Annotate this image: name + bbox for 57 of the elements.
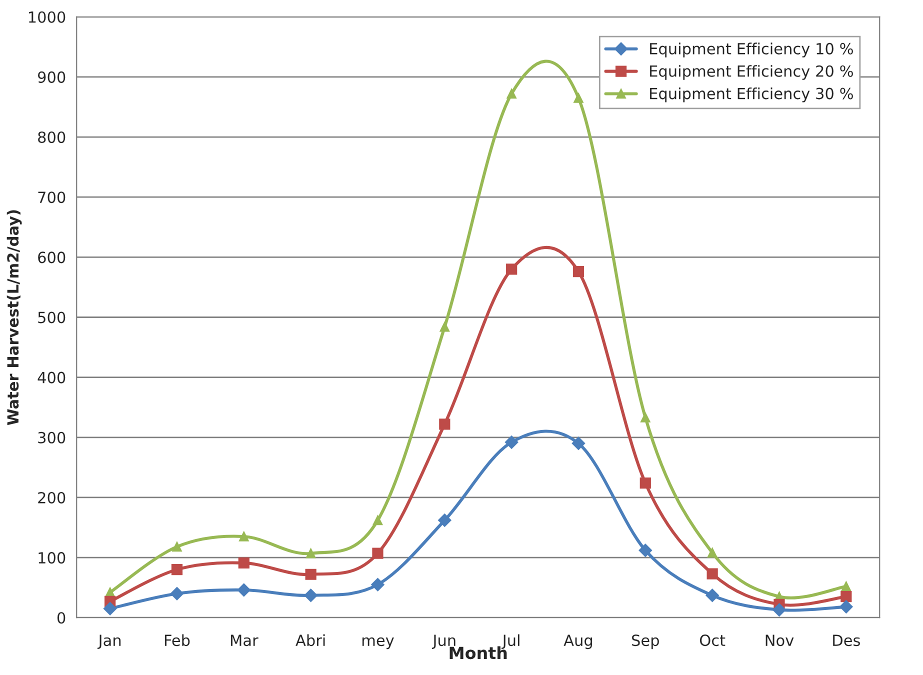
point [237,583,250,597]
y-tick-label: 500 [38,312,66,324]
point [506,88,516,99]
point [638,544,652,557]
point [372,515,383,526]
point [438,514,452,527]
point [103,602,117,616]
point [574,93,584,103]
point [506,264,518,275]
x-tick-label: mey [362,637,394,650]
y-tick-label: 700 [38,192,66,204]
y-tick-label: 100 [38,552,66,564]
y-tick-label: 200 [38,492,66,504]
point [371,578,384,592]
point [572,266,584,278]
point [707,548,718,558]
y-axis-title: Water Harvest(L/m2/day) [6,210,22,426]
y-tick-label: 1000 [28,11,66,23]
point [171,564,183,576]
x-tick-label: Jan [98,634,121,649]
y-tick-label: 600 [38,252,66,264]
y-tick-label: 300 [38,432,66,444]
point [172,542,182,552]
y-tick-label: 0 [57,612,66,624]
point [440,322,450,332]
x-tick-label: Sep [632,634,659,650]
legend-label: Equipment Efficiency 10 % [650,42,853,58]
point [640,412,650,422]
legend-label: Equipment Efficiency 20 % [650,65,853,80]
x-tick-label: Feb [164,634,190,646]
x-tick-label: Abri [296,634,325,646]
point [706,588,719,602]
legend-label: Equipment Efficiency 30 % [650,87,853,102]
point [306,548,316,558]
point [239,532,249,542]
point [841,582,852,592]
point [706,568,718,580]
point [772,603,786,616]
x-tick-label: Oct [700,634,726,646]
y-tick-label: 900 [38,71,66,83]
point [640,478,651,489]
y-tick-label: 800 [38,131,66,144]
point [504,436,518,449]
point [238,557,250,569]
point [304,588,318,602]
x-tick-label: Mar [230,634,258,646]
point [305,568,316,580]
y-tick-label: 400 [38,372,66,384]
point [572,436,586,450]
x-tick-label: Des [833,634,860,646]
x-tick-label: Aug [564,634,592,650]
point [439,418,450,430]
point [170,587,184,600]
x-tick-label: Nov [766,634,794,646]
point [840,591,852,602]
point [840,600,853,614]
point [372,548,384,559]
